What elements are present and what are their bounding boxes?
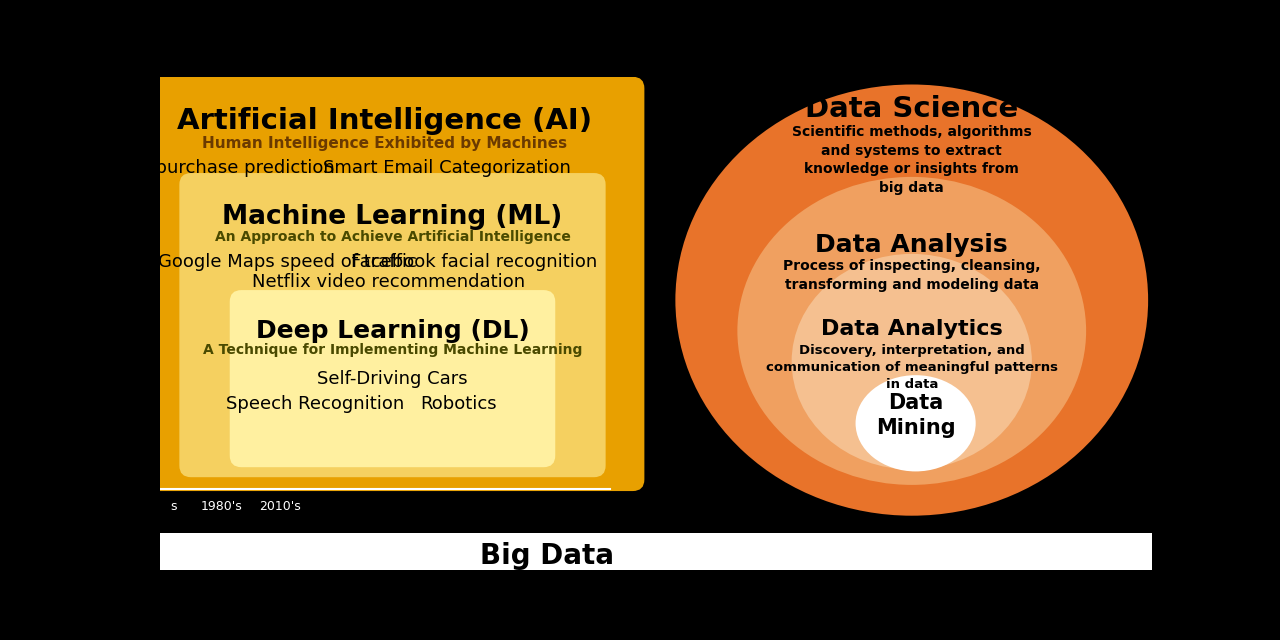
Ellipse shape [676,84,1148,516]
Text: 2010's: 2010's [260,500,301,513]
Text: Self-Driving Cars: Self-Driving Cars [317,371,467,388]
Text: Big Data: Big Data [480,541,614,570]
Text: Human Intelligence Exhibited by Machines: Human Intelligence Exhibited by Machines [202,136,567,151]
Text: Facebook facial recognition: Facebook facial recognition [351,253,596,271]
Text: 1980's: 1980's [201,500,243,513]
Text: Discovery, interpretation, and
communication of meaningful patterns
in data: Discovery, interpretation, and communica… [765,344,1057,391]
FancyBboxPatch shape [229,290,556,467]
Text: Robotics: Robotics [420,395,497,413]
Ellipse shape [855,375,975,472]
Text: Process of inspecting, cleansing,
transforming and modeling data: Process of inspecting, cleansing, transf… [783,259,1041,292]
Text: Scientific methods, algorithms
and systems to extract
knowledge or insights from: Scientific methods, algorithms and syste… [792,125,1032,195]
Text: Netflix video recommendation: Netflix video recommendation [252,273,525,291]
Text: s: s [170,500,177,513]
Ellipse shape [737,177,1087,485]
Text: zon purchase prediction: zon purchase prediction [118,159,334,177]
Text: Data Analysis: Data Analysis [815,233,1009,257]
Text: Deep Learning (DL): Deep Learning (DL) [256,319,530,343]
Text: Google Maps speed of traffic: Google Maps speed of traffic [159,253,417,271]
FancyBboxPatch shape [160,532,1152,570]
Text: Data Analytics: Data Analytics [820,319,1002,339]
Text: Smart Email Categorization: Smart Email Categorization [323,159,571,177]
Text: Artificial Intelligence (AI): Artificial Intelligence (AI) [177,108,593,136]
Text: Data Science: Data Science [805,95,1019,123]
Text: A Technique for Implementing Machine Learning: A Technique for Implementing Machine Lea… [202,343,582,357]
FancyBboxPatch shape [179,173,605,477]
Text: An Approach to Achieve Artificial Intelligence: An Approach to Achieve Artificial Intell… [215,230,571,244]
Text: Data
Mining: Data Mining [876,393,955,438]
Ellipse shape [791,254,1032,470]
FancyBboxPatch shape [125,77,644,491]
Text: Speech Recognition: Speech Recognition [225,395,404,413]
Text: Machine Learning (ML): Machine Learning (ML) [223,204,563,230]
